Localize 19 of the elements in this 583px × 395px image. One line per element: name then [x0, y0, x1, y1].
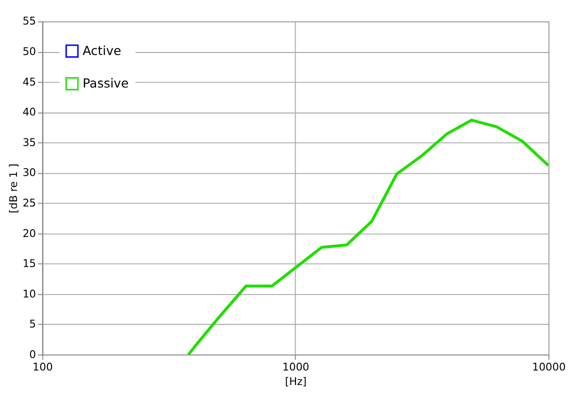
y-tick-label: 30	[22, 167, 36, 180]
y-tick-label: 35	[22, 136, 36, 149]
y-tick-label: 55	[22, 16, 36, 28]
y-tick-label: 40	[22, 106, 36, 119]
y-tick-label: 45	[22, 76, 36, 88]
y-axis-title: [dB re 1 ]	[8, 164, 20, 214]
y-tick-label: 5	[29, 318, 36, 331]
x-axis-title: [Hz]	[284, 376, 307, 388]
legend-label: Active	[82, 42, 122, 58]
y-tick-label: 50	[22, 46, 36, 58]
legend-label: Passive	[82, 76, 129, 91]
y-tick-label: 25	[22, 197, 36, 210]
y-tick-label: 0	[29, 348, 36, 361]
x-tick-label: 100	[32, 361, 54, 374]
y-tick-label: 15	[22, 258, 36, 270]
x-tick-label: 1000	[282, 361, 310, 374]
x-tick-label: 10000	[532, 361, 566, 374]
y-tick-label: 10	[22, 288, 36, 300]
y-tick-label: 20	[22, 228, 36, 240]
